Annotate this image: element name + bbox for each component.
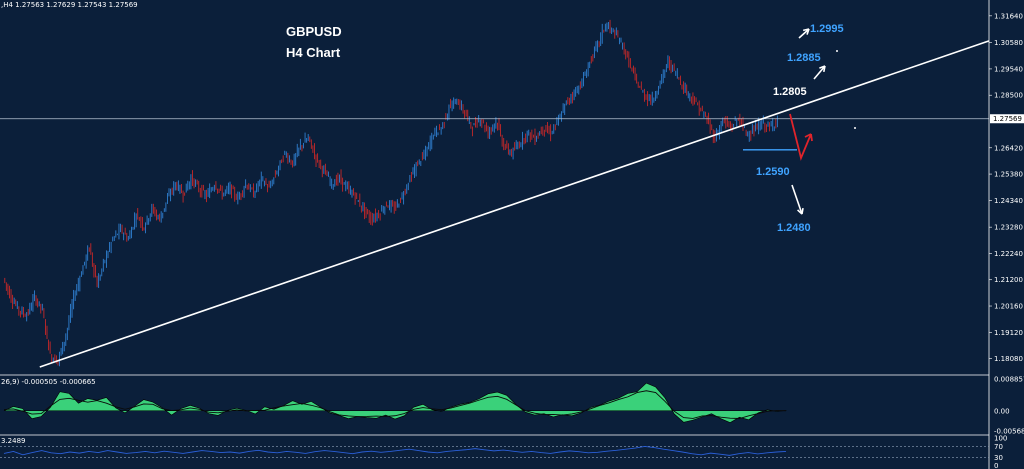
rsi-tick-label: 0 xyxy=(994,462,998,469)
trendline xyxy=(39,40,990,368)
level-label-upper_target: 1.2995 xyxy=(810,23,844,35)
price-tick-label: 1.28500 xyxy=(994,92,1023,100)
level-label-support: 1.2590 xyxy=(756,166,790,178)
macd-signal-line xyxy=(3,390,787,419)
macd-tick-label: 0.00 xyxy=(994,407,1010,415)
macd-panel: 26,9) -0.000505 -0.000665 0.008857 0.00 -0… xyxy=(1,375,1024,435)
price-tick-label: 1.25380 xyxy=(994,171,1023,179)
rsi-line xyxy=(3,445,787,456)
price-tick-label: 1.26420 xyxy=(994,144,1023,152)
price-tick-label: 1.21200 xyxy=(994,276,1023,284)
price-tick-label: 1.29540 xyxy=(994,65,1023,73)
price-tick-label: 1.18080 xyxy=(994,355,1023,363)
price-tick-label: 1.22240 xyxy=(994,250,1023,258)
macd-ticks: 0.008857 0.00 -0.005687 xyxy=(994,375,1024,435)
arrow-to-mid-target xyxy=(813,65,826,80)
level-label-resistance: 1.2805 xyxy=(773,86,807,98)
current-price-tag-label: 1.27569 xyxy=(993,115,1022,123)
annotations: 1.2995 1.2885 1.2805 1.2590 1.2480 xyxy=(743,23,856,234)
macd-tick-label: -0.005687 xyxy=(994,428,1024,436)
marker-dot xyxy=(854,127,856,129)
price-tick-label: 1.19120 xyxy=(994,329,1023,337)
price-panel: 1.2995 1.2885 1.2805 1.2590 1.2480 GBPUSD H4… xyxy=(0,1,990,368)
price-tick-label: 1.23280 xyxy=(994,224,1023,232)
arrow-to-upper-target xyxy=(798,28,810,39)
rsi-tick-label: 70 xyxy=(994,443,1003,451)
price-ticks: 1.31640 1.30580 1.29540 1.28500 1.26420 1.253… xyxy=(989,12,1023,363)
red-projection-arrow xyxy=(789,113,813,161)
macd-info-header: 26,9) -0.000505 -0.000665 xyxy=(1,378,96,386)
price-axis: 1.31640 1.30580 1.29540 1.28500 1.26420 1.253… xyxy=(988,0,1024,469)
rsi-tick-label: 100 xyxy=(994,435,1007,443)
price-tick-label: 1.30580 xyxy=(994,39,1023,47)
macd-area xyxy=(3,382,787,423)
level-label-lower_target: 1.2480 xyxy=(777,222,811,234)
price-tick-label: 1.31640 xyxy=(994,12,1023,20)
candles xyxy=(4,19,778,367)
macd-tick-label: 0.008857 xyxy=(994,375,1024,383)
level-label-mid_target: 1.2885 xyxy=(787,52,821,64)
price-tick-label: 1.20160 xyxy=(994,303,1023,311)
chart-title-symbol: GBPUSD xyxy=(286,24,342,39)
price-info-header: ,H4 1.27563 1.27629 1.27543 1.27569 xyxy=(1,1,138,9)
rsi-info-header: 3.2489 xyxy=(1,437,26,445)
current-price-tag xyxy=(990,114,1024,124)
marker-dot xyxy=(836,50,838,52)
price-tick-label: 1.24340 xyxy=(994,197,1023,205)
chart-title-timeframe: H4 Chart xyxy=(286,45,341,60)
rsi-tick-label: 30 xyxy=(994,454,1003,462)
arrow-to-lower-target xyxy=(791,184,804,215)
